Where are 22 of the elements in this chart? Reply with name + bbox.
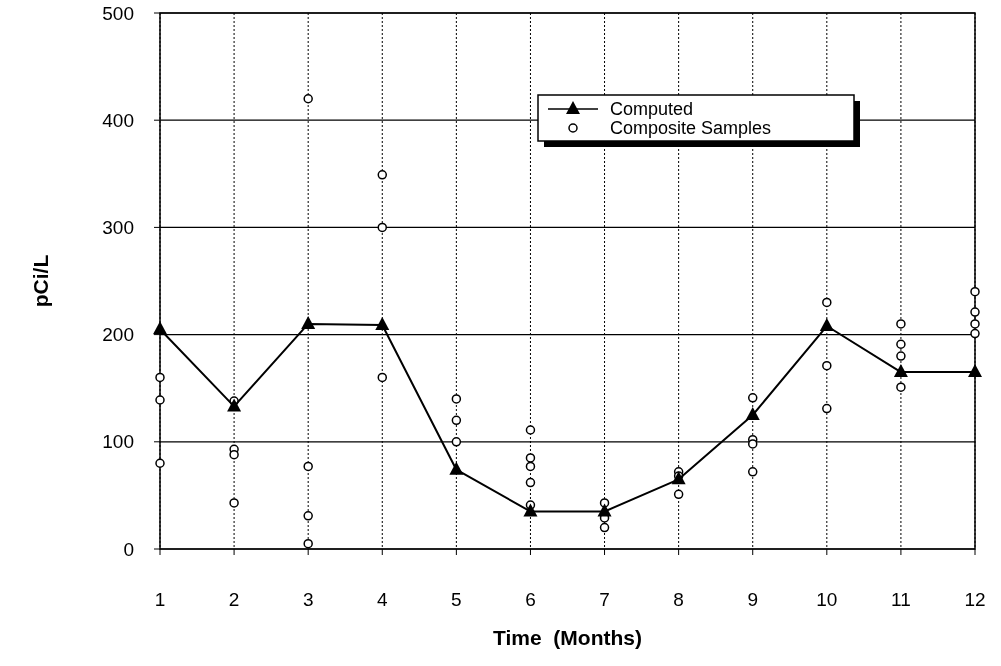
y-tick-label: 400 — [102, 109, 134, 131]
x-tick-label: 8 — [673, 589, 684, 610]
y-tick-label: 300 — [102, 217, 134, 239]
y-axis-title: pCi/L — [29, 254, 52, 308]
x-tick-label: 4 — [376, 589, 388, 610]
x-tick-label: 10 — [816, 589, 838, 610]
y-tick-label: 100 — [102, 431, 134, 453]
x-tick-label: 12 — [964, 589, 986, 610]
x-axis-title: Time (Months) — [493, 626, 642, 649]
x-tick-label: 1 — [154, 589, 166, 610]
x-tick-label: 7 — [599, 589, 610, 610]
legend-label: Computed — [610, 99, 694, 120]
x-tick-label: 6 — [525, 589, 536, 610]
x-tick-label: 5 — [451, 589, 462, 610]
y-tick-label: 200 — [102, 324, 134, 346]
x-tick-label: 11 — [891, 589, 911, 610]
x-tick-label: 2 — [228, 589, 240, 610]
legend-label: Composite Samples — [610, 118, 772, 139]
y-tick-label: 500 — [102, 2, 134, 24]
x-tick-label: 3 — [302, 589, 314, 610]
x-tick-label: 9 — [747, 589, 759, 610]
y-tick-label: 0 — [123, 538, 134, 560]
